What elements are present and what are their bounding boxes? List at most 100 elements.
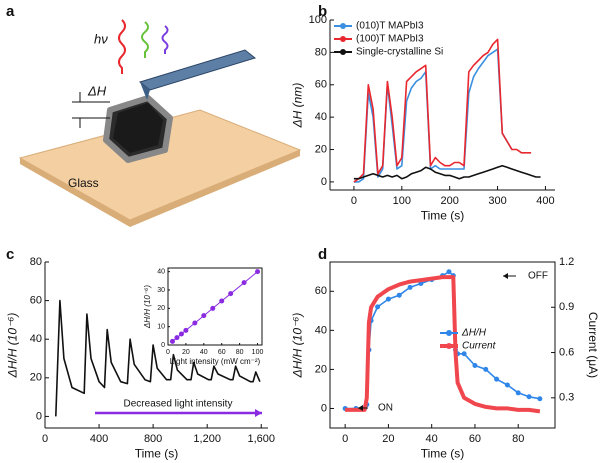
y2-tick-label: 0.6 bbox=[559, 346, 574, 358]
arrow-head bbox=[358, 405, 363, 411]
panel-label: c bbox=[6, 246, 14, 263]
y2-tick-label: 0.3 bbox=[559, 392, 574, 404]
series-line bbox=[353, 48, 513, 183]
y-tick-label: 80 bbox=[30, 256, 42, 268]
data-point bbox=[201, 313, 207, 319]
panel-a: a hν ΔH Glass bbox=[6, 3, 302, 227]
y-tick-label: 80 bbox=[315, 46, 327, 58]
x-tick-label: 80 bbox=[236, 349, 244, 356]
data-point bbox=[526, 394, 532, 400]
x-tick-label: 100 bbox=[252, 349, 264, 356]
x-tick-label: 1,600 bbox=[247, 433, 275, 445]
y2-tick-label: 0.9 bbox=[559, 301, 574, 313]
y-tick-label: 20 bbox=[157, 305, 165, 312]
legend-marker bbox=[340, 49, 346, 55]
x-axis-label: Time (s) bbox=[421, 447, 465, 461]
gap-label: ΔH bbox=[87, 83, 107, 98]
x-axis-label: Time (s) bbox=[421, 209, 465, 223]
annotation: Decreased light intensity bbox=[124, 399, 233, 410]
y-tick-label: 20 bbox=[315, 363, 327, 375]
series-line bbox=[353, 164, 541, 180]
y2-tick-label: 1.2 bbox=[559, 256, 574, 268]
data-point bbox=[446, 269, 452, 275]
y-axis-label: ΔH (nm) bbox=[290, 83, 304, 129]
chart: d 0 20 40 60 80 0 20 40 60 0.3 0.6 0.9 1.2 Time (s) ΔH/… bbox=[290, 246, 600, 461]
x-tick-label: 40 bbox=[426, 433, 438, 445]
legend-label: Current bbox=[462, 341, 497, 352]
data-point bbox=[396, 292, 402, 298]
x-tick-label: 0 bbox=[342, 433, 348, 445]
annotation: OFF bbox=[528, 271, 548, 282]
y-tick-label: 0 bbox=[36, 410, 42, 422]
legend-label: ΔH/H bbox=[461, 328, 487, 339]
data-point bbox=[504, 382, 510, 388]
legend-marker bbox=[340, 23, 346, 29]
data-point bbox=[483, 366, 489, 372]
data-point bbox=[219, 298, 225, 304]
light-label: hν bbox=[94, 31, 108, 46]
data-point bbox=[178, 331, 184, 337]
y-tick-label: 40 bbox=[315, 324, 327, 336]
legend-marker bbox=[340, 36, 346, 42]
y-tick-label: 0 bbox=[321, 176, 327, 188]
y-axis-label: ΔH/H (10⁻⁶) bbox=[143, 285, 152, 329]
x-tick-label: 1,200 bbox=[193, 433, 221, 445]
y-tick-label: 40 bbox=[30, 333, 42, 345]
y2-axis-label: Current (μA) bbox=[586, 312, 600, 378]
data-point bbox=[192, 320, 198, 326]
legend-label: Single-crystalline Si bbox=[356, 47, 443, 58]
x-axis-label: Time (s) bbox=[135, 447, 179, 461]
x-tick-label: 400 bbox=[536, 195, 554, 207]
arrow-head bbox=[255, 409, 262, 417]
x-tick-label: 400 bbox=[90, 433, 108, 445]
legend-label: (010)T MAPbI3 bbox=[356, 21, 424, 32]
x-tick-label: 80 bbox=[512, 433, 524, 445]
x-tick-label: 800 bbox=[144, 433, 162, 445]
light-wave bbox=[141, 21, 149, 58]
glass-label: Glass bbox=[68, 176, 99, 190]
y-tick-label: 60 bbox=[30, 295, 42, 307]
x-tick-label: 0 bbox=[42, 433, 48, 445]
crystal-core bbox=[113, 103, 163, 153]
panel-label: d bbox=[318, 246, 327, 263]
light-wave bbox=[161, 25, 169, 54]
legend-marker bbox=[446, 343, 452, 349]
y-tick-label: 100 bbox=[309, 14, 327, 26]
y-tick-label: 40 bbox=[157, 269, 165, 276]
y-tick-label: 30 bbox=[157, 287, 165, 294]
data-point bbox=[174, 335, 180, 341]
series-line bbox=[345, 275, 541, 414]
data-point bbox=[183, 327, 189, 333]
data-point bbox=[385, 296, 391, 302]
x-tick-label: 40 bbox=[200, 349, 208, 356]
y-tick-label: 20 bbox=[315, 143, 327, 155]
x-tick-label: 20 bbox=[382, 433, 394, 445]
panel-label: a bbox=[6, 3, 15, 20]
data-point bbox=[461, 351, 467, 357]
panel-label: b bbox=[318, 3, 327, 20]
data-point bbox=[169, 338, 175, 344]
arrow-head bbox=[503, 273, 508, 279]
x-tick-label: 200 bbox=[441, 195, 459, 207]
legend-marker bbox=[446, 330, 452, 336]
chart: b 0 100 200 300 400 0 20 40 60 80 100 Time (s) ΔH (nm… bbox=[290, 3, 555, 223]
x-tick-label: 60 bbox=[218, 349, 226, 356]
x-tick-label: 20 bbox=[182, 349, 190, 356]
y-tick-label: 0 bbox=[161, 342, 165, 349]
data-point bbox=[210, 305, 216, 311]
y-axis-label: ΔH/H (10⁻⁶) bbox=[290, 313, 304, 379]
y-tick-label: 0 bbox=[321, 402, 327, 414]
data-point bbox=[472, 363, 478, 369]
cantilever bbox=[138, 49, 257, 91]
annotation: ON bbox=[378, 403, 393, 414]
x-tick-label: 0 bbox=[351, 195, 357, 207]
data-point bbox=[228, 291, 234, 297]
series-line bbox=[353, 38, 532, 183]
light-wave bbox=[118, 19, 126, 74]
x-axis-label: Light intensity (mW cm⁻²) bbox=[170, 357, 261, 366]
y-tick-label: 60 bbox=[315, 285, 327, 297]
data-point bbox=[255, 269, 261, 275]
legend-label: (100)T MAPbI3 bbox=[356, 34, 424, 45]
